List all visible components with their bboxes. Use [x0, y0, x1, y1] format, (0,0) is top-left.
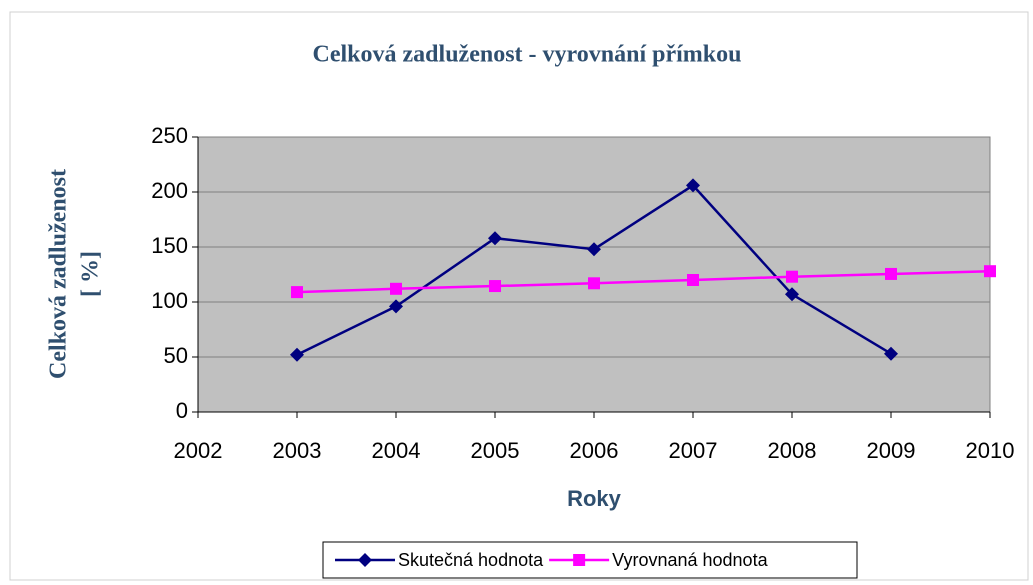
x-tick-label: 2004	[372, 438, 421, 463]
y-tick-label: 200	[151, 178, 188, 203]
data-point	[687, 274, 699, 286]
data-point	[290, 347, 304, 362]
data-point	[785, 287, 799, 302]
data-point	[884, 346, 898, 361]
x-tick-label: 2009	[867, 438, 916, 463]
chart-title: Celková zadluženost - vyrovnání přímkou	[313, 42, 742, 68]
legend-marker	[573, 554, 586, 566]
x-tick-label: 2007	[669, 438, 718, 463]
x-tick-label: 2008	[768, 438, 817, 463]
series-line	[296, 269, 991, 294]
x-tick-label: 2003	[273, 438, 322, 463]
y-axis-label-line: Celková zadluženost	[46, 169, 72, 379]
legend-marker	[358, 553, 372, 567]
x-tick-label: 2005	[471, 438, 520, 463]
data-point	[885, 267, 897, 280]
data-point	[588, 277, 600, 290]
data-point	[686, 178, 700, 193]
data-point	[488, 231, 502, 246]
data-point	[390, 282, 402, 295]
y-axis-label: Celková zadluženost [ %]	[46, 169, 104, 379]
legend-label: Vyrovnaná hodnota	[612, 550, 768, 570]
data-point	[786, 270, 798, 283]
x-tick-label: 2002	[174, 438, 223, 463]
data-point	[291, 286, 303, 299]
x-axis-label: Roky	[567, 486, 622, 511]
data-point	[489, 280, 501, 293]
x-tick-label: 2006	[570, 438, 619, 463]
y-tick-label: 250	[151, 123, 188, 148]
data-point	[587, 242, 601, 257]
data-point	[984, 265, 996, 278]
y-tick-label: 50	[164, 343, 188, 368]
y-tick-label: 0	[176, 398, 188, 423]
y-axis-label-line: [ %]	[78, 251, 104, 297]
y-tick-label: 100	[151, 288, 188, 313]
y-tick-label: 150	[151, 233, 188, 258]
legend-label: Skutečná hodnota	[398, 550, 544, 570]
data-point	[389, 299, 403, 314]
x-tick-label: 2010	[966, 438, 1015, 463]
